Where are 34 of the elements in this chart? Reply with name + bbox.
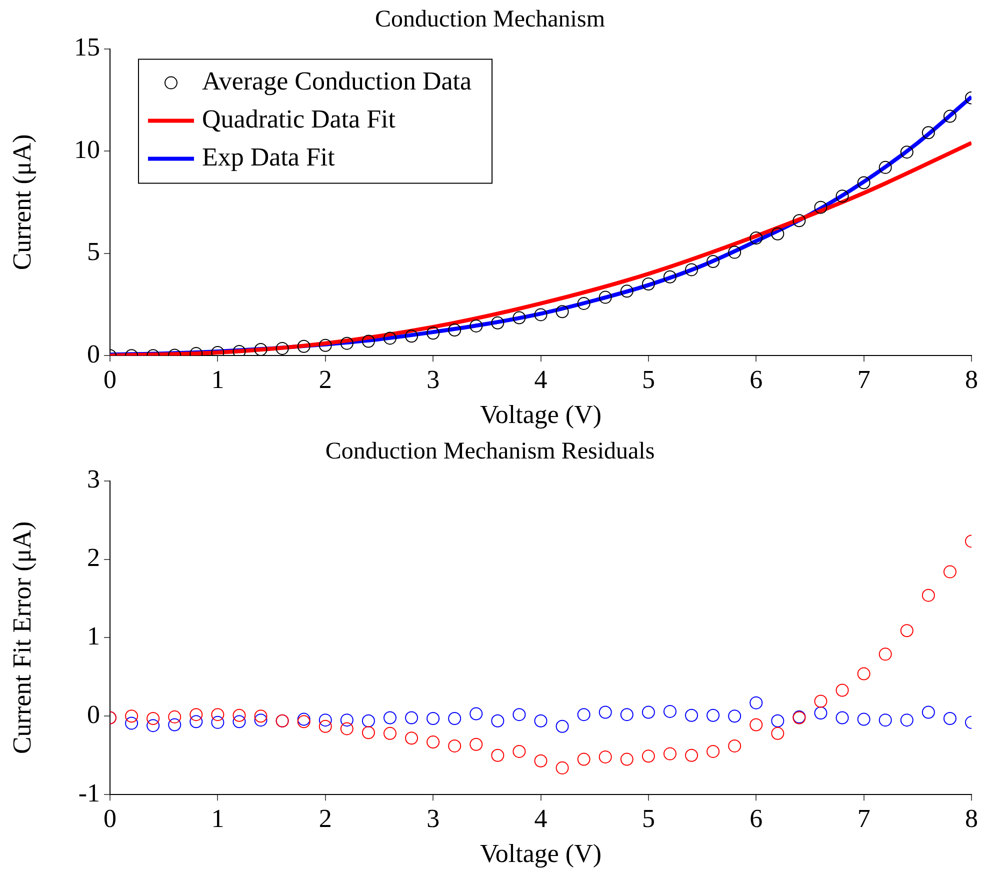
x-tick-label: 2 — [318, 804, 332, 834]
y-tick-label: 1 — [87, 622, 100, 651]
x-tick-label: 1 — [211, 804, 224, 834]
y-tick-label: 0 — [87, 700, 100, 729]
x-tick-label: 4 — [534, 365, 548, 394]
chart-title: Conduction Mechanism — [375, 6, 606, 33]
legend-label: Average Conduction Data — [202, 66, 472, 96]
x-tick-label: 8 — [965, 804, 978, 834]
x-tick-label: 5 — [642, 804, 655, 834]
y-tick-label: 15 — [74, 32, 100, 62]
x-tick-label: 3 — [426, 365, 440, 394]
x-tick-label: 6 — [750, 804, 763, 834]
chart-title: Conduction Mechanism Residuals — [325, 438, 655, 465]
x-axis-title: Voltage (V) — [480, 839, 602, 868]
x-tick-label: 8 — [965, 365, 978, 394]
legend-label: Exp Data Fit — [202, 142, 336, 172]
x-axis-title: Voltage (V) — [480, 400, 602, 430]
y-tick-label: 3 — [87, 464, 100, 494]
y-axis-title: Current Fit Error (μA) — [7, 521, 36, 754]
x-tick-label: 6 — [750, 365, 763, 394]
x-tick-label: 2 — [318, 365, 332, 394]
x-tick-label: 5 — [642, 365, 655, 394]
y-axis-title: Current (μA) — [7, 134, 36, 270]
y-tick-label: 10 — [74, 134, 100, 164]
y-tick-label: -1 — [78, 778, 100, 808]
x-tick-label: 3 — [426, 804, 440, 834]
x-tick-label: 4 — [534, 804, 548, 834]
y-tick-label: 2 — [87, 543, 100, 572]
y-tick-label: 5 — [87, 237, 100, 266]
x-tick-label: 7 — [857, 804, 870, 834]
x-tick-label: 1 — [211, 365, 224, 394]
y-tick-label: 0 — [87, 339, 100, 368]
legend-label: Quadratic Data Fit — [202, 104, 396, 134]
x-tick-label: 7 — [857, 365, 870, 394]
